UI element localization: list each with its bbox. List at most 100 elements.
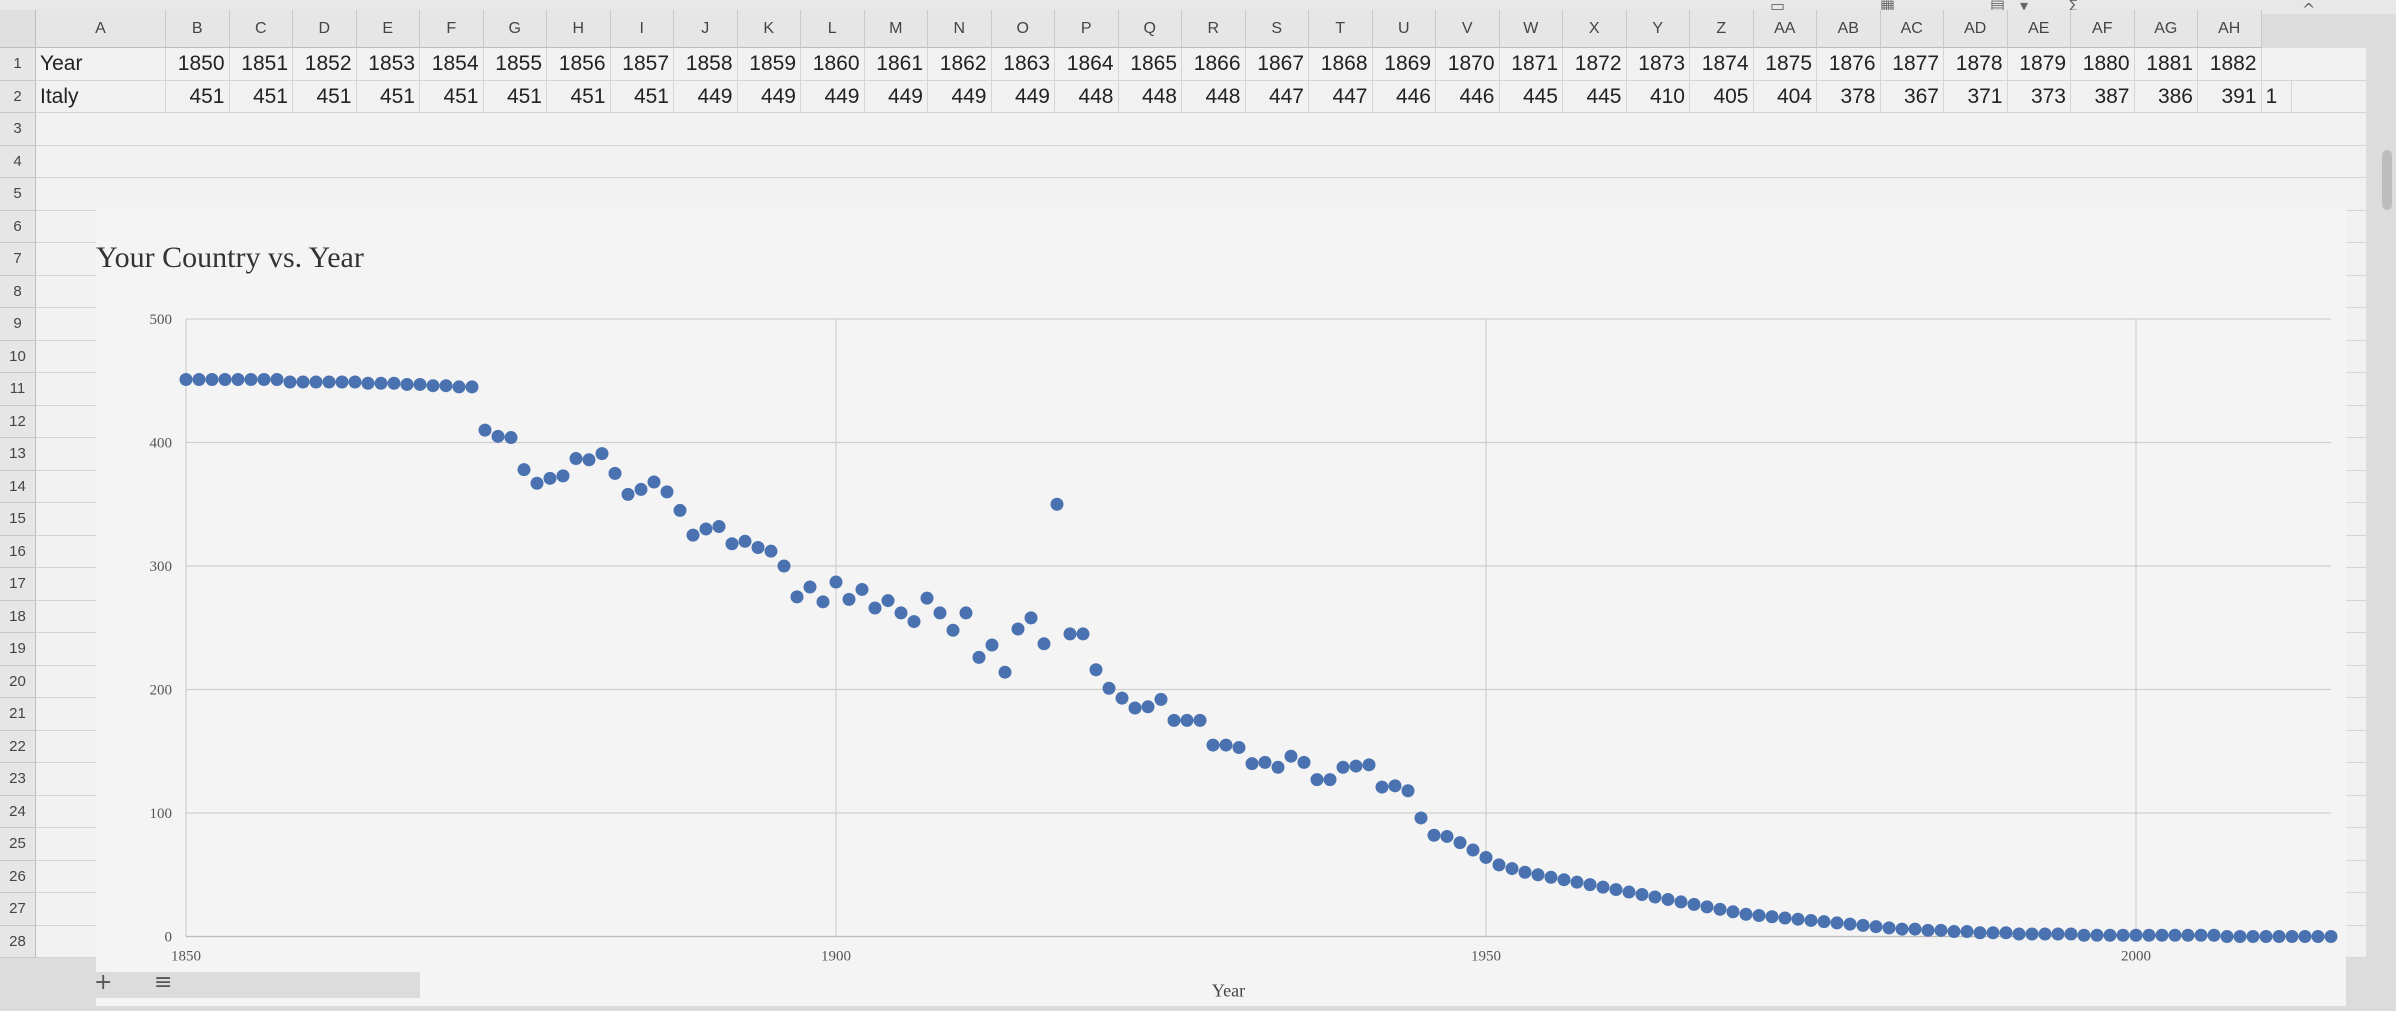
column-header-af[interactable]: AF: [2071, 10, 2135, 48]
row-header-9[interactable]: 9: [0, 308, 36, 341]
column-header-j[interactable]: J: [674, 10, 738, 48]
cell-year[interactable]: 1852: [293, 48, 357, 81]
cell-value[interactable]: 451: [547, 80, 611, 113]
cell-value[interactable]: 447: [1309, 80, 1373, 113]
row-header-17[interactable]: 17: [0, 568, 36, 601]
column-header-v[interactable]: V: [1436, 10, 1500, 48]
cell-value[interactable]: 405: [1690, 80, 1754, 113]
row-header-19[interactable]: 19: [0, 633, 36, 666]
cell-value[interactable]: 373: [2007, 80, 2071, 113]
cell-a1[interactable]: Year: [36, 48, 166, 81]
cell-year[interactable]: 1865: [1118, 48, 1182, 81]
cell-value[interactable]: 449: [737, 80, 801, 113]
row-header-15[interactable]: 15: [0, 503, 36, 536]
cell-year[interactable]: 1854: [420, 48, 484, 81]
cell-year[interactable]: 1876: [1817, 48, 1881, 81]
cell-value[interactable]: 449: [674, 80, 738, 113]
cell-value[interactable]: 445: [1563, 80, 1627, 113]
column-header-e[interactable]: E: [356, 10, 420, 48]
cell-value[interactable]: 448: [1055, 80, 1119, 113]
column-header-o[interactable]: O: [991, 10, 1055, 48]
row-header-3[interactable]: 3: [0, 113, 36, 146]
cell-value[interactable]: 451: [420, 80, 484, 113]
column-header-h[interactable]: H: [547, 10, 611, 48]
row-header-27[interactable]: 27: [0, 893, 36, 926]
column-header-b[interactable]: B: [166, 10, 230, 48]
column-header-ab[interactable]: AB: [1817, 10, 1881, 48]
cell-year[interactable]: 1867: [1245, 48, 1309, 81]
row-header-7[interactable]: 7: [0, 243, 36, 276]
row-header-11[interactable]: 11: [0, 373, 36, 406]
cell-year[interactable]: 1859: [737, 48, 801, 81]
cell-year[interactable]: 1870: [1436, 48, 1500, 81]
column-header-y[interactable]: Y: [1626, 10, 1690, 48]
cell-year[interactable]: 1869: [1372, 48, 1436, 81]
column-header-w[interactable]: W: [1499, 10, 1563, 48]
cell-value[interactable]: 404: [1753, 80, 1817, 113]
column-header-ad[interactable]: AD: [1944, 10, 2008, 48]
column-header-ae[interactable]: AE: [2007, 10, 2071, 48]
column-header-i[interactable]: I: [610, 10, 674, 48]
cell-value[interactable]: 451: [483, 80, 547, 113]
cell-value[interactable]: 449: [991, 80, 1055, 113]
row-header-23[interactable]: 23: [0, 763, 36, 796]
cell-year[interactable]: 1880: [2071, 48, 2135, 81]
row-header-26[interactable]: 26: [0, 860, 36, 893]
cell-value[interactable]: 371: [1944, 80, 2008, 113]
cell-a2[interactable]: Italy: [36, 80, 166, 113]
column-header-d[interactable]: D: [293, 10, 357, 48]
select-all-corner[interactable]: [0, 10, 36, 48]
cell-year[interactable]: 1853: [356, 48, 420, 81]
cell-year[interactable]: 1861: [864, 48, 928, 81]
column-header-aa[interactable]: AA: [1753, 10, 1817, 48]
cell-value[interactable]: 387: [2071, 80, 2135, 113]
cell-year[interactable]: 1866: [1182, 48, 1246, 81]
sum-icon[interactable]: Σ: [2068, 0, 2079, 15]
vertical-scrollbar[interactable]: [2382, 150, 2392, 210]
row-header-16[interactable]: 16: [0, 535, 36, 568]
column-header-k[interactable]: K: [737, 10, 801, 48]
row-header-13[interactable]: 13: [0, 438, 36, 471]
cell-value[interactable]: 378: [1817, 80, 1881, 113]
column-header-ac[interactable]: AC: [1880, 10, 1944, 48]
cell-value[interactable]: 448: [1182, 80, 1246, 113]
add-sheet-button[interactable]: +: [94, 970, 113, 995]
cell-value[interactable]: 451: [166, 80, 230, 113]
cell-year[interactable]: 1860: [801, 48, 865, 81]
column-header-u[interactable]: U: [1372, 10, 1436, 48]
cell-value[interactable]: 446: [1436, 80, 1500, 113]
cell-year[interactable]: 1881: [2134, 48, 2198, 81]
cell-year[interactable]: 1874: [1690, 48, 1754, 81]
column-header-t[interactable]: T: [1309, 10, 1373, 48]
column-header-g[interactable]: G: [483, 10, 547, 48]
row-header-22[interactable]: 22: [0, 730, 36, 763]
cell-year[interactable]: 1871: [1499, 48, 1563, 81]
cell-value[interactable]: 445: [1499, 80, 1563, 113]
cell-value[interactable]: 391: [2198, 80, 2262, 113]
row-header-5[interactable]: 5: [0, 178, 36, 211]
cell-year[interactable]: 1882: [2198, 48, 2262, 81]
row-header-28[interactable]: 28: [0, 925, 36, 958]
row-header-21[interactable]: 21: [0, 698, 36, 731]
cell-value[interactable]: 410: [1626, 80, 1690, 113]
column-header-r[interactable]: R: [1182, 10, 1246, 48]
cell-year[interactable]: 1873: [1626, 48, 1690, 81]
cell-year[interactable]: 1851: [229, 48, 293, 81]
column-header-z[interactable]: Z: [1690, 10, 1754, 48]
sheet-list-button[interactable]: ≡: [154, 970, 173, 995]
cell-year[interactable]: 1857: [610, 48, 674, 81]
column-header-ag[interactable]: AG: [2134, 10, 2198, 48]
column-header-p[interactable]: P: [1055, 10, 1119, 48]
cell-year[interactable]: 1862: [928, 48, 992, 81]
row-header-1[interactable]: 1: [0, 48, 36, 81]
cell-value[interactable]: 446: [1372, 80, 1436, 113]
cell-year[interactable]: 1855: [483, 48, 547, 81]
cell-year[interactable]: 1877: [1880, 48, 1944, 81]
scatter-chart[interactable]: 0 100 200 300 400 500 1850 1900 1950 2000 Your Cou…: [78, 208, 2346, 1006]
row-header-6[interactable]: 6: [0, 210, 36, 243]
column-header-f[interactable]: F: [420, 10, 484, 48]
cell-value[interactable]: 447: [1245, 80, 1309, 113]
cell-year[interactable]: 1878: [1944, 48, 2008, 81]
cell-value[interactable]: 451: [229, 80, 293, 113]
row-header-2[interactable]: 2: [0, 80, 36, 113]
